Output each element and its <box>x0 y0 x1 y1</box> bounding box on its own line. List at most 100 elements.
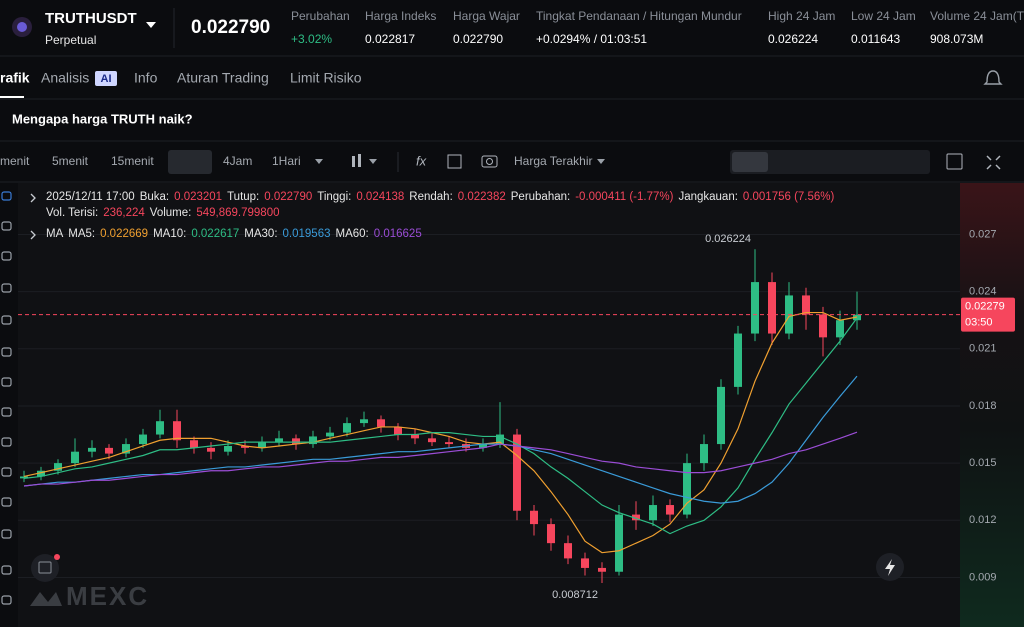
interval[interactable]: menit <box>0 154 30 168</box>
last-price: 0.022790 <box>191 17 270 38</box>
ma-line <box>23 311 858 554</box>
info-label: Perubahan: <box>511 191 570 203</box>
candle-body <box>54 463 62 471</box>
tool-icon[interactable] <box>1 595 12 605</box>
ohlc-info: 2025/12/11 17:00 Buka: 0.023201 Tutup: 0.022… <box>30 191 835 240</box>
window-icon[interactable] <box>946 153 963 170</box>
tab[interactable]: Info <box>134 70 158 86</box>
layout-icon[interactable] <box>447 154 462 169</box>
tab[interactable]: Aturan Trading <box>177 70 269 86</box>
tool-icon[interactable] <box>1 565 12 575</box>
stat-label: Low 24 Jam <box>851 9 916 23</box>
price-type[interactable]: Harga Terakhir <box>514 154 592 168</box>
stat-value: +0.0294% / 01:03:51 <box>536 32 647 46</box>
tool-icon[interactable] <box>1 251 12 261</box>
tool-icon[interactable] <box>1 315 12 325</box>
fullscreen-icon[interactable] <box>986 155 1001 170</box>
symbol-dropdown[interactable] <box>146 22 156 28</box>
bell-icon[interactable] <box>983 70 1003 85</box>
candle-body <box>717 386 725 445</box>
calendar-button[interactable] <box>31 554 59 582</box>
stat-value: 0.022790 <box>453 32 503 46</box>
price-type-dropdown[interactable] <box>597 159 605 164</box>
icon-part <box>358 154 361 167</box>
info-value: 0.023201 <box>174 191 222 203</box>
info-value: 0.022382 <box>458 191 506 203</box>
info-value: 0.022790 <box>264 191 312 203</box>
high-annotation: 0.026224 <box>705 233 751 245</box>
interval[interactable]: 5menit <box>52 154 89 168</box>
indicator-icon[interactable]: fx <box>416 153 427 168</box>
tool-icon[interactable] <box>1 497 12 507</box>
interval[interactable]: 4Jam <box>223 154 252 168</box>
candle-body <box>275 438 283 443</box>
grid <box>18 233 960 578</box>
ai-badge: AI <box>101 73 112 85</box>
candle-icon[interactable] <box>352 154 377 167</box>
notice[interactable]: Mengapa harga TRUTH naik? <box>12 111 193 126</box>
y-axis: 0.009 0.012 0.015 0.018 0.021 0.024 0.027 0.022… <box>961 228 1015 583</box>
tool-icon[interactable] <box>1 221 12 231</box>
interval[interactable]: 1Hari <box>272 154 301 168</box>
candle-body <box>411 434 419 439</box>
ma-name: MA60: <box>336 228 369 240</box>
candle-body <box>615 514 623 572</box>
candle-body <box>394 426 402 435</box>
tab[interactable]: Analisis <box>41 70 89 86</box>
ma-name: MA10: <box>153 228 186 240</box>
candle-body <box>173 421 181 441</box>
view-switch <box>730 150 930 174</box>
candle-body <box>428 438 436 443</box>
camera-icon[interactable] <box>481 155 498 168</box>
candle-body <box>360 419 368 424</box>
watermark: MEXC <box>66 581 149 611</box>
ma-line <box>23 431 858 487</box>
candle-body <box>343 423 351 433</box>
info-label: Jangkauan: <box>678 191 737 203</box>
tool-icon[interactable] <box>1 407 12 417</box>
drawing-tools <box>1 191 12 605</box>
interval-dropdown[interactable] <box>315 159 323 164</box>
tool-icon[interactable] <box>1 283 12 293</box>
left-toolbar <box>0 183 18 627</box>
symbol[interactable]: TRUTHUSDT <box>45 10 137 27</box>
view-active <box>732 152 768 172</box>
ma-value: 0.016625 <box>374 228 422 240</box>
ai-badge-box <box>95 71 117 86</box>
tool-icon[interactable] <box>1 347 12 357</box>
candle-body <box>734 333 742 387</box>
notification-dot <box>54 554 60 560</box>
y-tick-label: 0.012 <box>969 514 997 526</box>
candle-body <box>496 434 504 445</box>
collapse-icon[interactable] <box>30 193 36 203</box>
tool-icon[interactable] <box>1 437 12 447</box>
stat-label: Volume 24 Jam(Tr <box>930 9 1024 23</box>
candle-body <box>666 505 674 515</box>
info-label: Buka: <box>140 191 169 203</box>
stat-label: Perubahan <box>291 9 350 23</box>
tool-icon[interactable] <box>1 529 12 539</box>
low-annotation: 0.008712 <box>552 589 598 601</box>
stat-value: 0.022817 <box>365 32 415 46</box>
tool-icon[interactable] <box>1 377 12 387</box>
y-tick-label: 0.018 <box>969 400 997 412</box>
tool-icon[interactable] <box>1 467 12 477</box>
ma-label: MA <box>46 228 64 240</box>
collapse-icon[interactable] <box>30 230 36 240</box>
ma-name: MA30: <box>244 228 277 240</box>
candle-body <box>632 514 640 521</box>
interval[interactable]: 15menit <box>111 154 154 168</box>
candle-body <box>105 447 113 454</box>
tab[interactable]: rafik <box>0 70 30 86</box>
icon-part <box>369 159 377 164</box>
candle-body <box>326 432 334 437</box>
info-label: Tutup: <box>227 191 259 203</box>
camera-lens <box>486 158 493 165</box>
candle-body <box>836 320 844 338</box>
candle-body <box>564 543 572 559</box>
stat-value: +3.02% <box>291 32 332 46</box>
tab[interactable]: Limit Risiko <box>290 70 362 86</box>
tool-icon[interactable] <box>1 191 12 201</box>
